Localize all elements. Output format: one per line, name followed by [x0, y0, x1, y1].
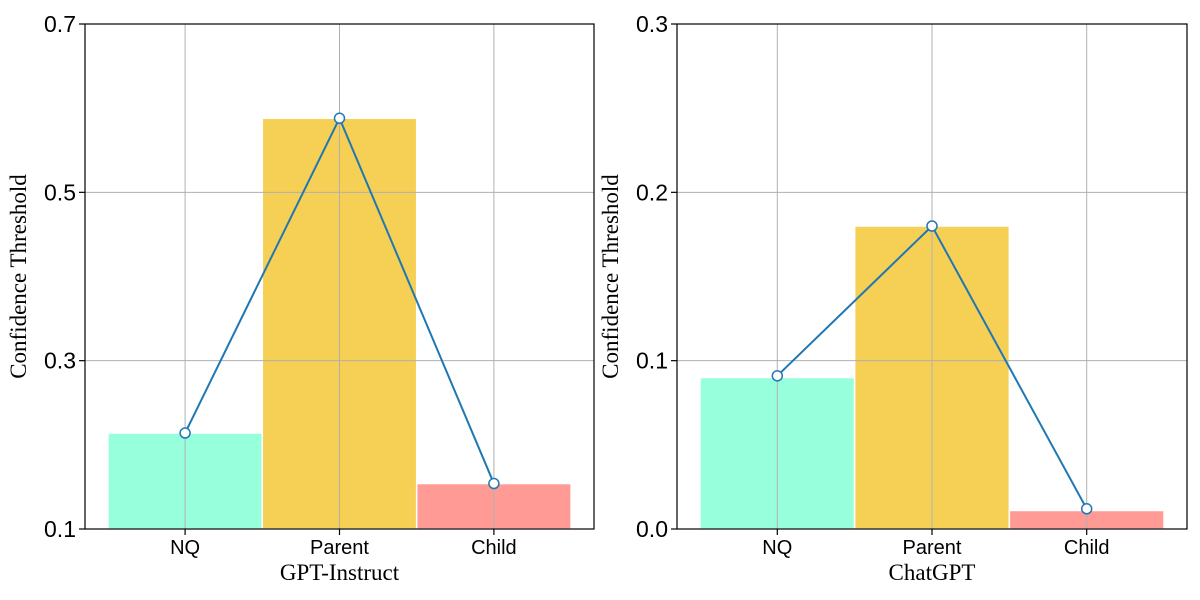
x-tick-label-nq: NQ [170, 537, 200, 559]
y-tick-label: 0.2 [636, 179, 668, 205]
x-tick-label-child: Child [471, 537, 517, 559]
y-tick-label: 0.7 [44, 11, 76, 37]
line-marker-child [488, 477, 500, 490]
y-tick-label: 0.3 [44, 348, 76, 374]
y-axis-label: Confidence Threshold [6, 174, 31, 379]
chart-panel-gpt-instruct: 0.1 0.3 0.5 0.7 NQ Parent Child GPT-Instruct Con… [6, 11, 595, 585]
x-tick-label-nq: NQ [762, 537, 792, 559]
y-tick-label: 0.3 [636, 11, 668, 37]
x-axis-label: GPT-Instruct [280, 560, 400, 585]
line-marker-parent [926, 220, 938, 232]
x-tick-label-child: Child [1064, 537, 1110, 559]
x-tick-label-parent: Parent [310, 537, 369, 559]
chart-panel-chatgpt: 0.0 0.1 0.2 0.3 NQ Parent Child ChatGPT Confiden… [598, 11, 1188, 585]
line-marker-nq [771, 370, 784, 382]
y-tick-label: 0.1 [636, 348, 668, 374]
x-tick-label-parent: Parent [903, 537, 962, 559]
y-axis-label: Confidence Threshold [598, 174, 623, 379]
line-marker-parent [333, 112, 346, 125]
line-marker-nq [179, 427, 191, 439]
y-tick-label: 0.1 [44, 516, 76, 542]
y-tick-label: 0.5 [44, 179, 76, 205]
x-axis-label: ChatGPT [889, 560, 976, 585]
line-marker-child [1080, 503, 1093, 515]
y-tick-label: 0.0 [636, 516, 668, 542]
